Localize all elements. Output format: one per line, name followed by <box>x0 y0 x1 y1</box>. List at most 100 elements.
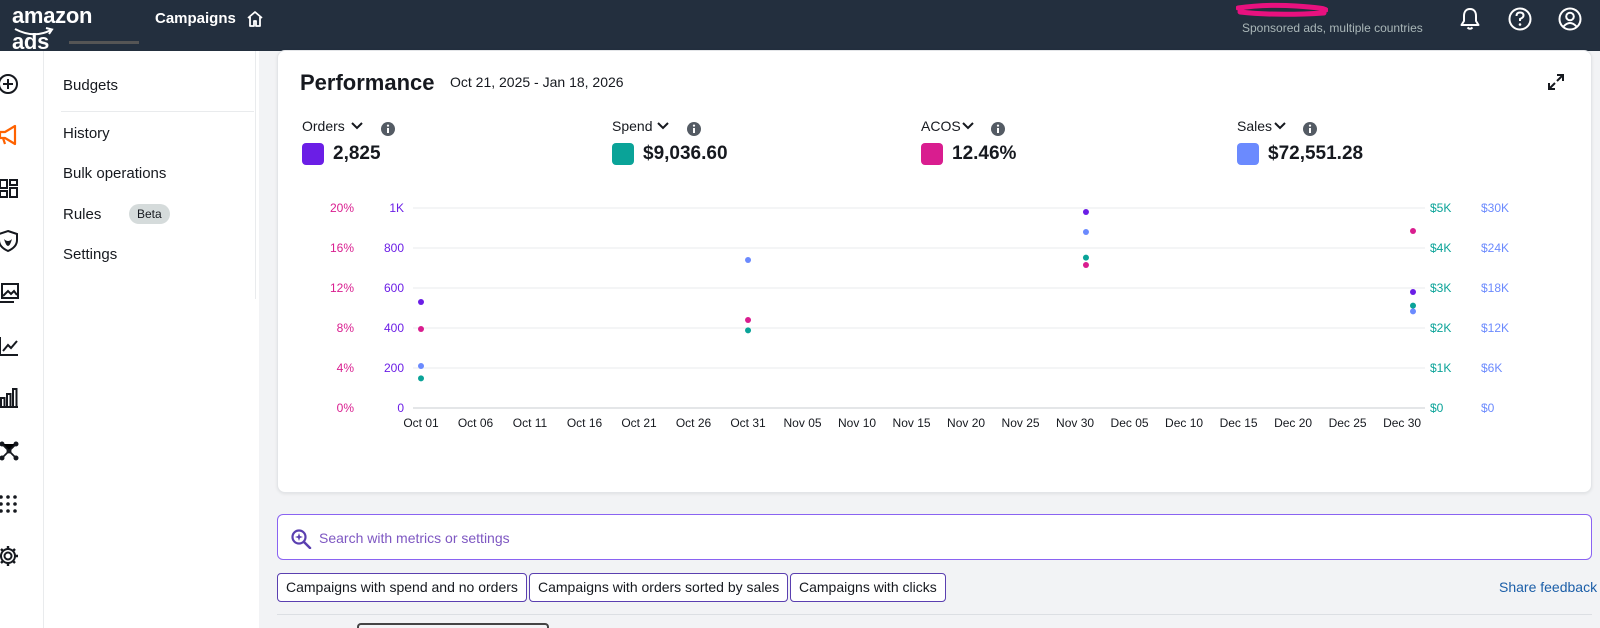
x-tick-label: Dec 15 <box>1220 416 1258 430</box>
x-tick-label: Nov 10 <box>838 416 876 430</box>
amazon-ads-logo[interactable]: amazon ads <box>12 3 134 54</box>
subnav-separator <box>255 51 256 299</box>
dashboard-icon[interactable] <box>0 177 22 201</box>
acos-tick-label: 16% <box>330 241 354 255</box>
metric-label: ACOS <box>921 118 961 134</box>
info-icon[interactable] <box>990 121 1006 137</box>
date-range: Oct 21, 2025 - Jan 18, 2026 <box>450 74 624 90</box>
x-tick-label: Dec 20 <box>1274 416 1312 430</box>
acos-data-point <box>1410 228 1416 234</box>
x-tick-label: Nov 30 <box>1056 416 1094 430</box>
info-icon[interactable] <box>686 121 702 137</box>
sales-data-point <box>1410 308 1416 315</box>
metric-value: 12.46% <box>952 143 1017 164</box>
metrics-search-box[interactable] <box>277 514 1592 560</box>
orders-tick-label: 800 <box>384 241 404 255</box>
spend-data-point <box>1410 302 1416 309</box>
suggestion-orders-sorted-by-sales[interactable]: Campaigns with orders sorted by sales <box>529 573 789 602</box>
metric-color-swatch <box>1237 143 1259 165</box>
shield-icon[interactable] <box>0 229 22 253</box>
suggestion-spend-no-orders[interactable]: Campaigns with spend and no orders <box>277 573 527 602</box>
metric-label: Sales <box>1237 118 1273 134</box>
orders-data-point <box>418 299 424 305</box>
orders-tick-label: 0 <box>397 401 404 415</box>
sales-tick-label: $12K <box>1481 321 1509 335</box>
search-input[interactable] <box>319 527 1519 549</box>
x-tick-label: Nov 05 <box>784 416 822 430</box>
subnav-item-history[interactable]: History <box>63 125 110 142</box>
campaign-subnav: Budgets History Bulk operations Rules Be… <box>44 41 259 628</box>
acos-tick-label: 4% <box>337 361 355 375</box>
orders-tick-label: 600 <box>384 281 404 295</box>
spend-tick-label: $4K <box>1430 241 1451 255</box>
chevron-down-icon[interactable] <box>657 121 669 131</box>
performance-chart[interactable]: 0% 4% 8% 12% 16% 20% 0 200 400 600 800 1K $0 $1K $2K $3… <box>278 51 1593 494</box>
chevron-down-icon[interactable] <box>962 121 974 131</box>
sales-tick-label: $30K <box>1481 201 1509 215</box>
sales-tick-label: $18K <box>1481 281 1509 295</box>
help-icon[interactable] <box>1507 6 1533 32</box>
sales-data-point <box>745 257 752 263</box>
x-tick-label: Oct 01 <box>403 416 439 430</box>
images-icon[interactable] <box>0 281 22 305</box>
subnav-item-budgets[interactable]: Budgets <box>63 77 119 94</box>
x-tick-label: Oct 11 <box>513 416 548 430</box>
subnav-item-settings[interactable]: Settings <box>63 246 118 263</box>
share-feedback-link[interactable]: Share feedback <box>1499 579 1598 595</box>
partial-dropdown[interactable] <box>357 623 549 628</box>
subnav-item-bulk-operations[interactable]: Bulk operations <box>63 165 167 182</box>
expand-icon[interactable] <box>1547 73 1565 91</box>
spend-tick-label: $3K <box>1430 281 1451 295</box>
suggestion-campaigns-with-clicks[interactable]: Campaigns with clicks <box>790 573 946 602</box>
trend-line-icon[interactable] <box>0 334 22 358</box>
x-tick-label: Oct 16 <box>567 416 603 430</box>
home-icon[interactable] <box>246 10 264 28</box>
apps-grid-icon[interactable] <box>0 492 22 516</box>
x-tick-label: Dec 25 <box>1329 416 1367 430</box>
acos-tick-label: 0% <box>337 401 355 415</box>
user-icon[interactable] <box>1557 6 1583 32</box>
info-icon[interactable] <box>1302 121 1318 137</box>
x-tick-label: Oct 31 <box>730 416 766 430</box>
sales-data-point <box>418 363 424 369</box>
sales-tick-label: $24K <box>1481 241 1509 255</box>
metric-color-swatch <box>612 143 634 165</box>
sales-data-point <box>1082 229 1089 235</box>
orders-tick-label: 200 <box>384 361 404 375</box>
subnav-clipped-item <box>69 41 139 44</box>
left-icon-rail <box>0 51 44 628</box>
sparkle-search-icon <box>291 529 312 549</box>
metric-color-swatch <box>302 143 324 165</box>
megaphone-icon[interactable] <box>0 123 22 147</box>
subnav-item-rules[interactable]: Rules Beta <box>63 204 170 224</box>
metric-value: $72,551.28 <box>1268 143 1364 164</box>
x-tick-label: Oct 06 <box>458 416 494 430</box>
x-tick-label: Oct 21 <box>621 416 657 430</box>
info-icon[interactable] <box>380 121 396 137</box>
spend-data-point <box>745 327 752 334</box>
spend-tick-label: $1K <box>1430 361 1451 375</box>
plus-circle-icon[interactable] <box>0 72 22 96</box>
account-scope-label[interactable]: Sponsored ads, multiple countries <box>1242 21 1423 35</box>
network-icon[interactable] <box>0 439 22 463</box>
gear-icon[interactable] <box>0 544 22 568</box>
bell-icon[interactable] <box>1457 6 1483 32</box>
orders-data-point <box>1410 289 1416 295</box>
acos-tick-label: 20% <box>330 201 354 215</box>
bar-chart-icon[interactable] <box>0 386 22 410</box>
chevron-down-icon[interactable] <box>351 121 363 131</box>
chevron-down-icon[interactable] <box>1274 121 1286 131</box>
acos-tick-label: 12% <box>330 281 354 295</box>
metric-label: Orders <box>302 118 345 134</box>
campaigns-nav-title[interactable]: Campaigns <box>155 10 236 27</box>
orders-data-point <box>1082 209 1089 215</box>
sales-tick-label: $6K <box>1481 361 1502 375</box>
acos-data-point <box>745 317 752 323</box>
acos-tick-label: 8% <box>337 321 355 335</box>
metric-color-swatch <box>921 143 943 165</box>
performance-title: Performance <box>300 70 435 95</box>
spend-tick-label: $2K <box>1430 321 1451 335</box>
spend-tick-label: $5K <box>1430 201 1451 215</box>
subnav-divider <box>61 111 254 112</box>
spend-data-point <box>1082 254 1089 261</box>
